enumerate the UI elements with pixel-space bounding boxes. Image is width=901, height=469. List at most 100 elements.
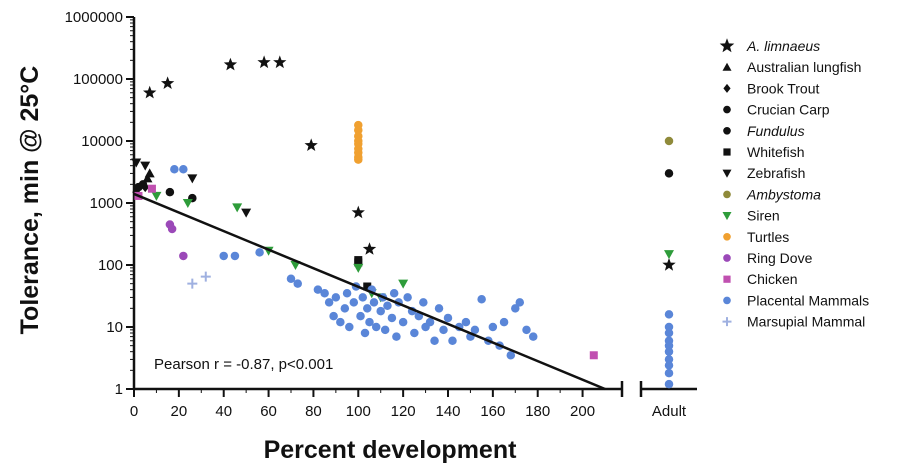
data-point-siren bbox=[353, 263, 364, 273]
x-axis-title: Percent development bbox=[264, 436, 518, 464]
x-tick-label: 100 bbox=[346, 403, 371, 420]
data-point-placental-mammals bbox=[179, 165, 188, 174]
legend-label-chicken: Chicken bbox=[747, 271, 798, 287]
data-point-a-limnaeus bbox=[362, 242, 377, 255]
data-point-placental-mammals bbox=[170, 165, 179, 174]
data-point-placental-mammals bbox=[230, 251, 240, 261]
data-point-siren bbox=[398, 279, 409, 289]
legend-marker-whitefish bbox=[723, 148, 731, 156]
data-point-crucian-carp bbox=[165, 187, 175, 197]
data-point-placental-mammals bbox=[358, 293, 368, 302]
adult-point-a-limnaeus bbox=[662, 258, 676, 271]
regression-line bbox=[133, 192, 606, 391]
legend-label-whitefish: Whitefish bbox=[747, 144, 805, 160]
legend-label-crucian-carp: Crucian Carp bbox=[747, 102, 830, 118]
legend-label-placental-mammals: Placental Mammals bbox=[747, 292, 869, 308]
data-point-turtles bbox=[354, 125, 363, 135]
data-point-placental-mammals bbox=[345, 322, 354, 332]
data-point-placental-mammals bbox=[443, 313, 453, 323]
data-point-marsupial-mammal bbox=[187, 278, 198, 289]
adult-point-placental-mammals bbox=[664, 355, 674, 364]
data-point-placental-mammals bbox=[477, 295, 486, 304]
data-point-placental-mammals bbox=[286, 274, 296, 284]
legend-label-ring-dove: Ring Dove bbox=[747, 250, 813, 266]
data-point-placental-mammals bbox=[360, 328, 370, 338]
data-point-zebrafish bbox=[131, 158, 142, 168]
data-point-placental-mammals bbox=[470, 325, 480, 335]
legend-marker-zebrafish bbox=[722, 169, 732, 178]
x-tick-label: 180 bbox=[525, 403, 550, 420]
adult-point-siren bbox=[664, 250, 674, 260]
adult-point-placental-mammals bbox=[664, 379, 674, 389]
legend-marker-ring-dove bbox=[723, 254, 731, 262]
data-point-placental-mammals bbox=[488, 322, 498, 332]
data-point-australian-lungfish bbox=[142, 173, 153, 183]
data-point-placental-mammals bbox=[511, 304, 520, 313]
legend-marker-turtles bbox=[723, 232, 731, 241]
legend-marker-siren bbox=[722, 212, 732, 221]
legend-marker-fundulus bbox=[723, 126, 731, 135]
data-point-chicken bbox=[589, 351, 598, 360]
stat-annotation: Pearson r = -0.87, p<0.001 bbox=[154, 356, 333, 373]
data-point-placental-mammals bbox=[340, 304, 350, 313]
data-point-placental-mammals bbox=[419, 298, 428, 307]
data-point-placental-mammals bbox=[349, 298, 359, 307]
data-point-placental-mammals bbox=[398, 317, 408, 327]
adult-point-placental-mammals bbox=[664, 341, 674, 350]
data-point-a-limnaeus bbox=[304, 138, 318, 151]
y-tick-label: 1000000 bbox=[65, 9, 123, 26]
data-point-placental-mammals bbox=[506, 351, 516, 360]
adult-point-placental-mammals bbox=[664, 361, 674, 370]
legend-label-fundulus: Fundulus bbox=[747, 123, 805, 139]
data-point-placental-mammals bbox=[392, 332, 401, 341]
data-point-placental-mammals bbox=[331, 293, 341, 302]
data-point-placental-mammals bbox=[528, 332, 538, 341]
adult-point-placental-mammals bbox=[664, 347, 674, 356]
data-point-placental-mammals bbox=[425, 317, 435, 327]
adult-point-ambystoma bbox=[664, 136, 674, 146]
data-point-ring-dove bbox=[167, 224, 177, 234]
data-point-turtles bbox=[354, 155, 363, 164]
legend-marker-a-limnaeus bbox=[719, 38, 735, 53]
data-point-a-limnaeus bbox=[351, 205, 365, 219]
data-point-placental-mammals bbox=[336, 317, 345, 327]
data-point-ring-dove bbox=[179, 251, 188, 261]
data-point-placental-mammals bbox=[313, 285, 323, 294]
data-point-placental-mammals bbox=[365, 317, 374, 327]
x-tick-label: 200 bbox=[570, 403, 595, 420]
legend-marker-chicken bbox=[723, 275, 731, 283]
data-point-whitefish bbox=[354, 256, 363, 265]
adult-point-placental-mammals bbox=[664, 328, 674, 338]
data-point-zebrafish bbox=[140, 161, 151, 171]
adult-axis-label: Adult bbox=[652, 403, 687, 420]
data-point-placental-mammals bbox=[522, 325, 531, 335]
x-tick-label: 60 bbox=[260, 403, 277, 420]
data-point-placental-mammals bbox=[499, 317, 509, 327]
legend: A. limnaeus Australian lungfish Brook Trou… bbox=[719, 38, 869, 330]
legend-marker-marsupial-mammal bbox=[722, 317, 732, 327]
y-tick-label: 100 bbox=[98, 257, 123, 274]
legend-label-a-limnaeus: A. limnaeus bbox=[746, 38, 820, 54]
data-point-placental-mammals bbox=[403, 293, 412, 302]
x-tick-label: 140 bbox=[435, 403, 460, 420]
x-tick-label: 160 bbox=[480, 403, 505, 420]
x-tick-label: 80 bbox=[305, 403, 322, 420]
data-point-a-limnaeus bbox=[143, 85, 157, 99]
y-tick-label: 10 bbox=[106, 319, 123, 336]
data-point-placental-mammals bbox=[389, 289, 399, 298]
data-point-placental-mammals bbox=[371, 322, 381, 332]
data-point-placental-mammals bbox=[439, 325, 448, 335]
data-point-placental-mammals bbox=[324, 298, 334, 307]
data-point-placental-mammals bbox=[383, 301, 392, 311]
data-point-placental-mammals bbox=[461, 317, 471, 327]
data-point-siren bbox=[182, 199, 193, 208]
data-point-placental-mammals bbox=[219, 251, 228, 261]
legend-label-turtles: Turtles bbox=[747, 229, 789, 245]
data-point-placental-mammals bbox=[376, 306, 385, 316]
data-point-placental-mammals bbox=[329, 311, 338, 321]
y-tick-label: 1 bbox=[115, 381, 123, 398]
legend-label-brook-trout: Brook Trout bbox=[747, 80, 819, 96]
data-point-siren bbox=[151, 191, 162, 201]
legend-label-ambystoma: Ambystoma bbox=[746, 186, 821, 202]
